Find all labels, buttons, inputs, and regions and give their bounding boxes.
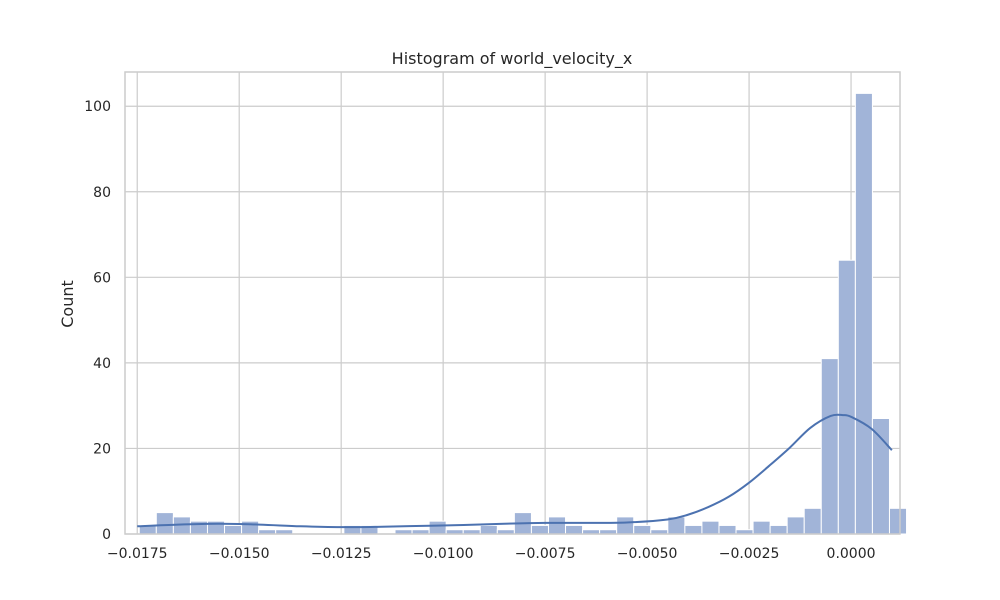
- histogram-bar: [837, 259, 856, 535]
- histogram-bar: [224, 524, 243, 535]
- histogram-bar: [241, 520, 260, 535]
- histogram-bar: [547, 516, 567, 535]
- histogram-bars: [138, 92, 908, 535]
- histogram-bar: [565, 524, 584, 535]
- x-tick-label: −0.0050: [617, 546, 678, 562]
- histogram-bar: [428, 520, 447, 535]
- histogram-bar: [786, 516, 805, 535]
- y-tick-label: 20: [93, 441, 111, 457]
- histogram-bar: [718, 524, 737, 535]
- histogram-bar: [530, 524, 549, 535]
- histogram-bar: [820, 358, 839, 535]
- x-tick-label: −0.0075: [515, 546, 576, 562]
- histogram-bar: [854, 92, 873, 535]
- histogram-bar: [769, 524, 788, 535]
- x-tick-label: −0.0100: [413, 546, 474, 562]
- x-tick-label: −0.0150: [209, 546, 270, 562]
- histogram-bar: [803, 507, 822, 535]
- y-tick-label: 0: [102, 527, 111, 543]
- x-tick-label: 0.0000: [827, 546, 876, 562]
- chart-title: Histogram of world_velocity_x: [392, 49, 633, 69]
- histogram-bar: [616, 516, 635, 535]
- x-tick-label: −0.0025: [719, 546, 780, 562]
- histogram-bar: [479, 524, 498, 535]
- histogram-bar: [633, 524, 652, 535]
- histogram-bar: [701, 520, 720, 535]
- kde-curve: [137, 413, 893, 529]
- histogram-bar: [888, 507, 908, 535]
- y-axis-label: Count: [58, 280, 77, 328]
- x-tick-label: −0.0175: [107, 546, 168, 562]
- x-tick-label: −0.0125: [311, 546, 372, 562]
- histogram-bar: [752, 520, 771, 535]
- plot-frame: [124, 71, 901, 535]
- y-tick-label: 100: [84, 99, 111, 115]
- histogram-bar: [871, 418, 890, 535]
- histogram-bar: [684, 524, 703, 535]
- histogram-bar: [155, 512, 174, 535]
- y-tick-label: 60: [93, 270, 111, 286]
- axis-tick-labels: −0.0175 −0.0150 −0.0125 −0.0100 −0.0075 −0.00…: [84, 99, 875, 562]
- y-tick-label: 40: [93, 356, 111, 372]
- y-tick-label: 80: [93, 185, 111, 201]
